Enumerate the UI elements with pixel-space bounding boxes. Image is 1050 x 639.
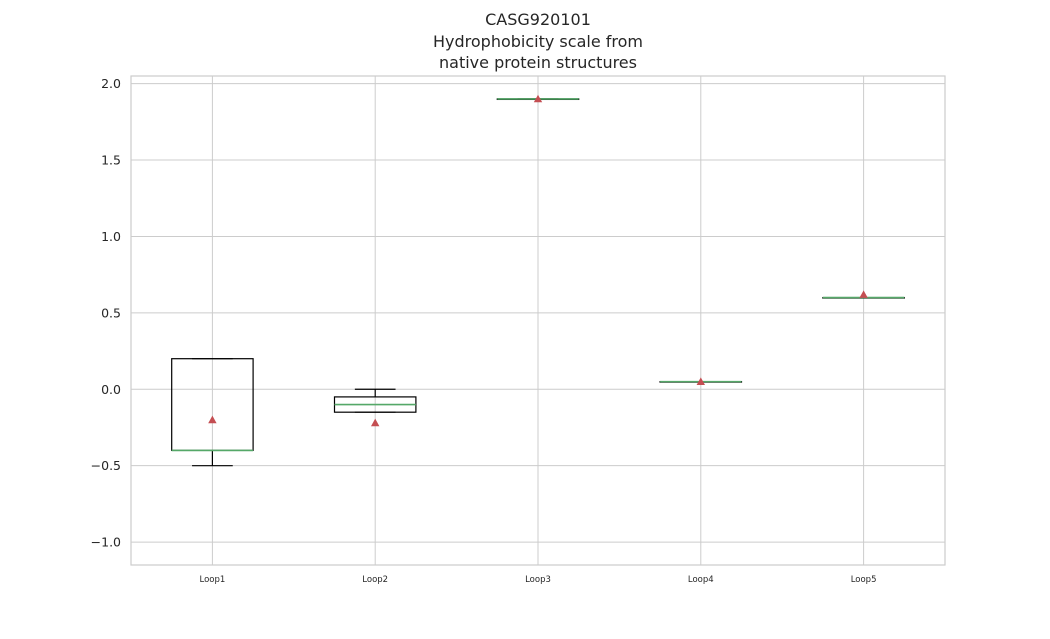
grid-lines — [131, 76, 945, 565]
mean-marker — [208, 415, 217, 424]
mean-marker — [371, 418, 380, 427]
box-loop5 — [822, 290, 905, 299]
y-tick-label: 0.0 — [101, 382, 121, 397]
x-tick-label: Loop4 — [688, 575, 714, 585]
chart-title-line-3: native protein structures — [439, 53, 637, 72]
box-loop3 — [496, 94, 580, 103]
x-tick-label: Loop2 — [362, 575, 388, 585]
y-tick-label: 0.5 — [101, 305, 121, 320]
x-tick-label: Loop1 — [200, 575, 226, 585]
mean-marker — [859, 290, 868, 298]
box-loop4 — [659, 377, 743, 385]
y-tick-label: 2.0 — [101, 76, 121, 91]
box-loop2 — [333, 388, 417, 427]
mean-marker — [533, 94, 543, 103]
y-tick-label: −0.5 — [91, 458, 121, 473]
plot-area-frame — [130, 75, 946, 566]
chart-title-line-1: CASG920101 — [485, 10, 591, 29]
y-tick-label: 1.5 — [101, 153, 121, 168]
y-tick-label: −1.0 — [91, 535, 121, 550]
x-tick-label: Loop3 — [525, 575, 551, 585]
y-tick-label: 1.0 — [101, 229, 121, 244]
x-axis-ticks: Loop1 Loop2 Loop3 Loop4 Loop5 — [200, 575, 877, 585]
mean-marker — [696, 377, 705, 385]
box-loop1 — [171, 358, 254, 467]
chart-title-line-2: Hydrophobicity scale from — [433, 32, 643, 51]
boxes — [171, 94, 905, 467]
y-axis-ticks: 2.0 1.5 1.0 0.5 0.0 −0.5 −1.0 — [91, 76, 121, 549]
x-tick-label: Loop5 — [851, 575, 877, 585]
